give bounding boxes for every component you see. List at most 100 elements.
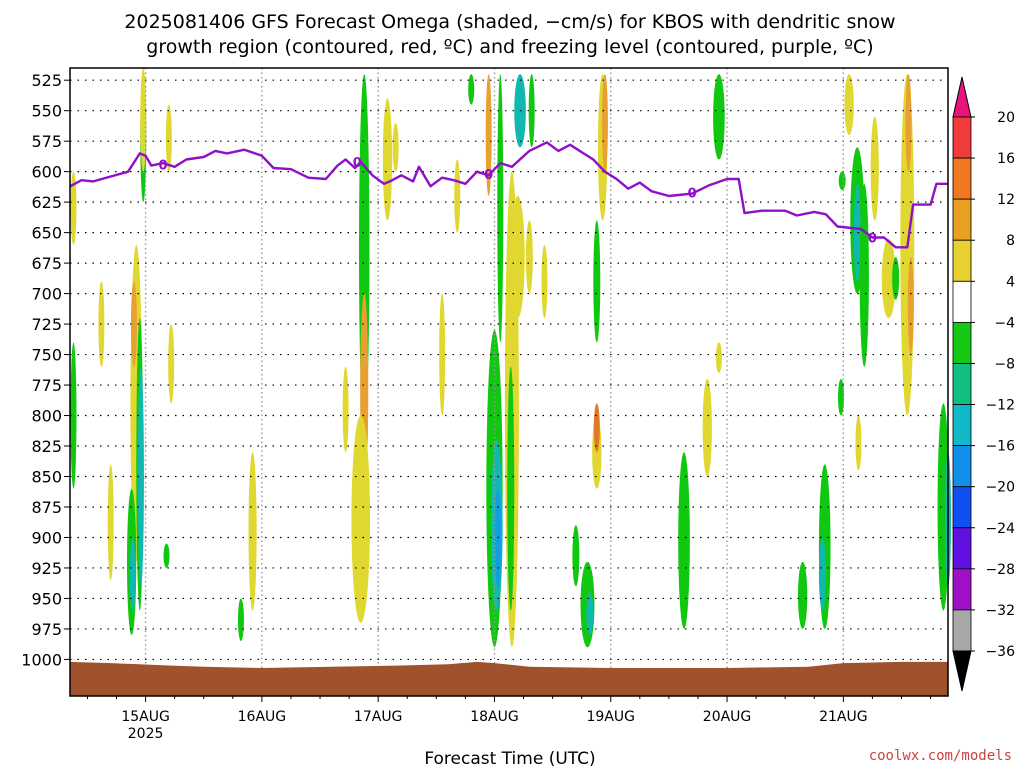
- omega-shade-region-16: [237, 598, 244, 642]
- omega-shade-region-33: [541, 244, 548, 318]
- omega-shade-region-39: [601, 74, 608, 172]
- y-tick-label-750: 750: [31, 346, 62, 365]
- omega-shade-region-34: [507, 366, 515, 611]
- omega-shade-region-36: [485, 74, 492, 197]
- omega-shade-region-46: [678, 452, 690, 629]
- credit-text: coolwx.com/models: [869, 748, 1012, 764]
- freezing-level-label-3: 0: [688, 186, 697, 201]
- x-tick-label-19AUG: 19AUG: [587, 709, 636, 725]
- x-tick-sublabel: 2025: [128, 726, 164, 742]
- ground-fill: [70, 661, 948, 696]
- x-tick-label-21AUG: 21AUG: [819, 709, 868, 725]
- omega-shade-region-3: [137, 366, 144, 587]
- omega-shade-region-57: [859, 183, 869, 367]
- colorbar-label-12: 12: [997, 192, 1015, 208]
- x-tick-label-15AUG: 15AUG: [121, 709, 170, 725]
- y-tick-label-950: 950: [31, 589, 62, 608]
- colorbar-label--36: −36: [985, 644, 1015, 660]
- omega-shade-region-32: [525, 220, 533, 294]
- omega-shade-region-52: [797, 561, 808, 629]
- omega-shade-region-45: [572, 525, 580, 587]
- omega-shade-region-8: [163, 543, 170, 568]
- colorbar-label--28: −28: [985, 562, 1015, 578]
- colorbar-band-4: [952, 280, 972, 323]
- freezing-level-line: [69, 141, 948, 249]
- y-tick-label-775: 775: [31, 376, 62, 395]
- omega-shade-region-1: [130, 281, 137, 367]
- omega-shade-region-21: [392, 122, 399, 172]
- y-tick-label-625: 625: [31, 193, 62, 212]
- x-tick-label-18AUG: 18AUG: [470, 709, 519, 725]
- colorbar-label--20: −20: [985, 480, 1015, 496]
- colorbar-band-7: [952, 404, 972, 447]
- y-tick-label-600: 600: [31, 163, 62, 182]
- omega-shade-region-60: [881, 238, 896, 318]
- omega-shade-region-67: [838, 171, 846, 190]
- colorbar-band-2: [952, 198, 972, 241]
- omega-shade-region-48: [702, 378, 712, 477]
- y-tick-label-650: 650: [31, 224, 62, 243]
- colorbar-top-arrow: [952, 76, 972, 118]
- colorbar-band-12: [952, 609, 972, 652]
- y-tick-label-1000: 1000: [21, 650, 62, 669]
- colorbar-label--16: −16: [985, 439, 1015, 455]
- omega-shade-region-44: [586, 592, 594, 636]
- y-tick-label-925: 925: [31, 559, 62, 578]
- colorbar-label--24: −24: [985, 521, 1015, 537]
- chart-title-line-2: growth region (contoured, red, ºC) and f…: [146, 36, 873, 58]
- omega-shade-region-24: [439, 293, 446, 416]
- y-tick-label-525: 525: [31, 71, 62, 90]
- freezing-level-contour: 0 0 0 0 0: [69, 141, 948, 249]
- omega-shade-region-20: [351, 415, 371, 623]
- y-tick-label-700: 700: [31, 285, 62, 304]
- y-tick-label-875: 875: [31, 498, 62, 517]
- colorbar: 20 16 12 8 4 −4 −8 −12 −16 −20 −24 −28 −32 −36: [952, 76, 1015, 692]
- colorbar-label--8: −8: [994, 356, 1015, 372]
- omega-shade-region-58: [855, 415, 862, 471]
- colorbar-label-4: 4: [1006, 274, 1015, 290]
- omega-shade-region-51: [818, 537, 826, 611]
- y-tick-label-725: 725: [31, 315, 62, 334]
- omega-shade-region-30: [528, 74, 535, 148]
- y-tick-label-575: 575: [31, 132, 62, 151]
- omega-shade-region-66: [892, 257, 900, 300]
- omega-shade-region-62: [905, 74, 912, 172]
- colorbar-label-8: 8: [1006, 233, 1015, 249]
- y-tick-label-675: 675: [31, 254, 62, 273]
- colorbar-band-10: [952, 527, 972, 570]
- y-tick-label-825: 825: [31, 437, 62, 456]
- colorbar-label-16: 16: [997, 151, 1015, 167]
- y-tick-label-900: 900: [31, 528, 62, 547]
- freezing-level-label-4: 0: [868, 231, 877, 246]
- colorbar-band-3: [952, 239, 972, 282]
- omega-shade-region-40: [593, 220, 601, 343]
- omega-shade-region-9: [107, 464, 114, 581]
- colorbar-band-0: [952, 116, 972, 159]
- omega-shade-region-54: [844, 74, 854, 136]
- y-tick-label-850: 850: [31, 468, 62, 487]
- plot-frame: [69, 67, 949, 697]
- omega-shade-region-42: [593, 403, 600, 453]
- freezing-level-label-0: 0: [159, 158, 168, 173]
- grid-lines: [70, 68, 948, 696]
- omega-shade-region-31: [510, 196, 525, 318]
- colorbar-band-11: [952, 568, 972, 611]
- omega-shade-region-53: [838, 378, 845, 416]
- chart-title-line-1: 2025081406 GFS Forecast Omega (shaded, −…: [124, 11, 895, 33]
- colorbar-label--4: −4: [994, 315, 1015, 331]
- omega-shade-region-47: [713, 74, 725, 160]
- colorbar-band-9: [952, 486, 972, 529]
- freezing-level-label-2: 0: [484, 168, 493, 183]
- omega-shade-region-22: [342, 366, 349, 453]
- y-tick-label-800: 800: [31, 407, 62, 426]
- colorbar-band-1: [952, 157, 972, 200]
- omega-shade-region-35: [497, 74, 504, 343]
- omega-shade-region-23: [454, 159, 461, 233]
- omega-shade-region-5: [129, 537, 136, 611]
- pressure-axis: 525 550 575 600 625 650 675 700 725 750 775 800 825 8…: [21, 71, 70, 669]
- omega-shade-region-14: [70, 171, 77, 245]
- colorbar-band-8: [952, 445, 972, 488]
- colorbar-label--32: −32: [985, 603, 1015, 619]
